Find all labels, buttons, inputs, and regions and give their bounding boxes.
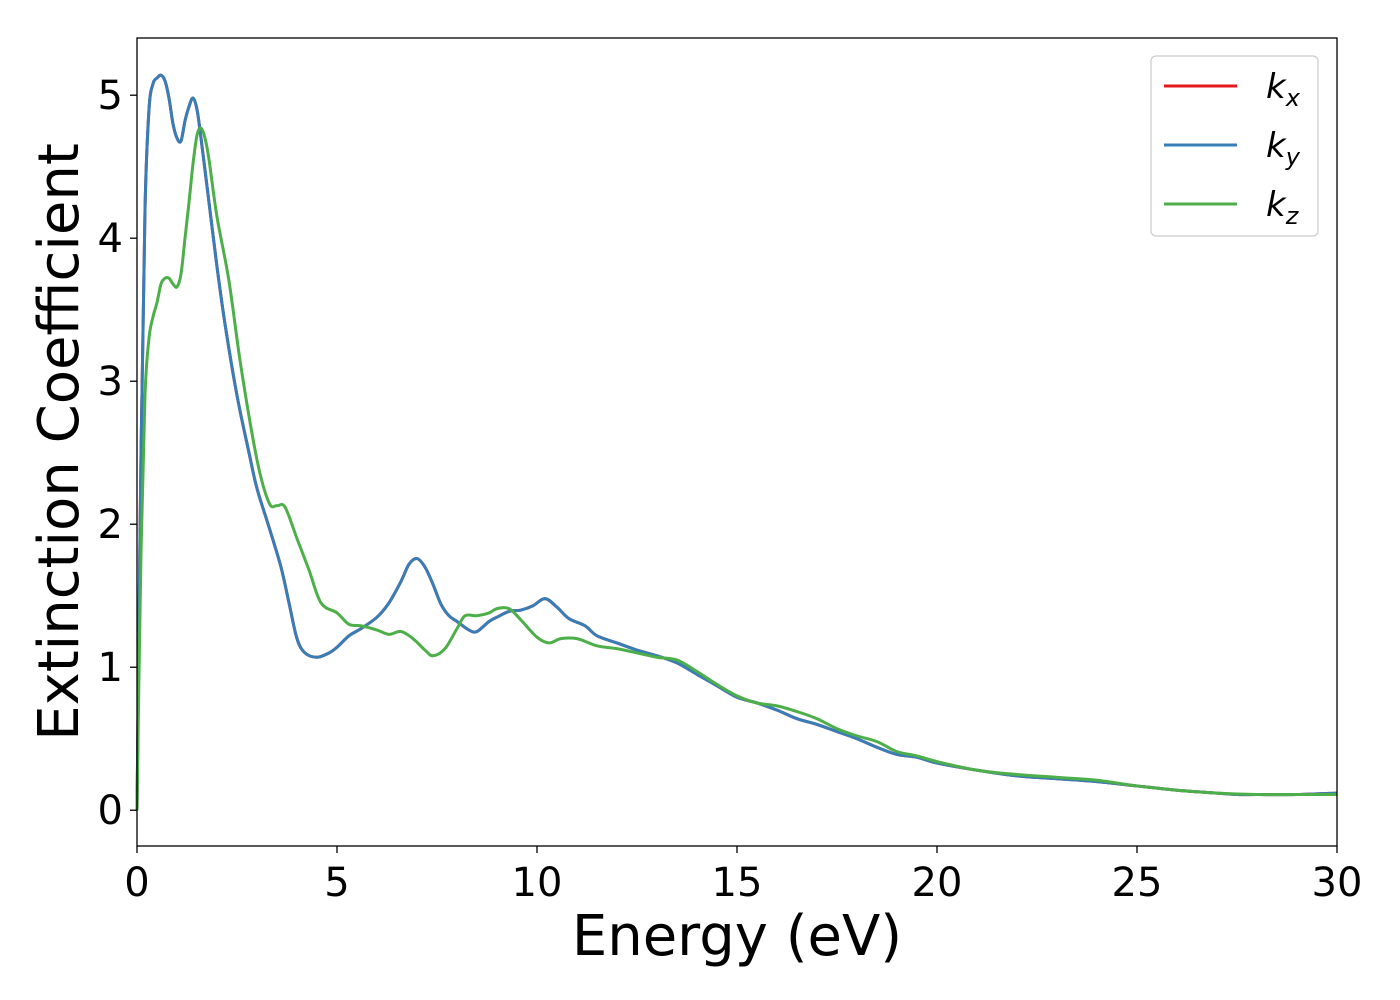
- x-axis-label: Energy (eV): [572, 904, 902, 969]
- y-tick-label: 2: [98, 502, 123, 548]
- series-layer: [135, 73, 1338, 811]
- x-tick-label: 0: [124, 860, 149, 906]
- x-tick-label: 30: [1312, 860, 1363, 906]
- ticks-layer: 0 5 10 15 20 25 30 0 1 2 3 4 5: [98, 73, 1363, 906]
- y-tick-label: 3: [98, 359, 123, 405]
- x-tick-label: 10: [512, 860, 563, 906]
- plot-area: [137, 38, 1337, 846]
- x-tick-label: 25: [1112, 860, 1163, 906]
- x-tick-label: 15: [712, 860, 763, 906]
- legend-label-kx: kx: [1266, 67, 1301, 112]
- legend-label-ky: ky: [1266, 126, 1301, 171]
- legend: kx ky kz: [1150, 55, 1319, 237]
- legend-label-kz: kz: [1266, 185, 1300, 230]
- y-tick-label: 5: [98, 73, 123, 119]
- y-tick-label: 4: [98, 216, 123, 262]
- series-line-ky: [135, 73, 1338, 811]
- y-tick-label: 1: [98, 645, 123, 691]
- y-tick-label: 0: [98, 788, 123, 834]
- series-line-kz: [135, 126, 1337, 811]
- plot-frame: [136, 37, 1338, 847]
- y-axis-label: Extinction Coefficient: [27, 143, 92, 741]
- x-tick-label: 5: [324, 860, 349, 906]
- x-tick-label: 20: [912, 860, 963, 906]
